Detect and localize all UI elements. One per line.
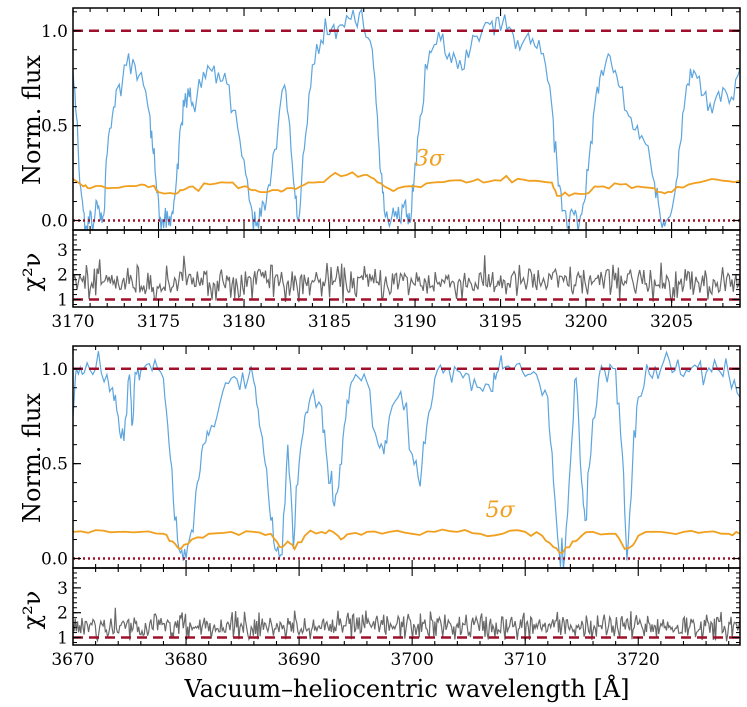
xtick-label: 3710 bbox=[504, 650, 547, 670]
ytick-label: 1.0 bbox=[41, 22, 68, 42]
xtick-label: 3170 bbox=[51, 312, 94, 332]
xtick-label: 3195 bbox=[479, 312, 522, 332]
ytick-label: 1 bbox=[57, 291, 68, 311]
series-flux-line bbox=[73, 8, 740, 230]
top-chi2-panel: 1 2 3 3170 3175 3180 3185 3190 3195 3200 3205 bbox=[51, 229, 741, 332]
ytick-label: 2 bbox=[57, 604, 68, 624]
sigma-annotation: 3σ bbox=[415, 146, 445, 171]
ytick-label: 0.0 bbox=[41, 212, 68, 232]
top-flux-ylabel: Norm. flux bbox=[18, 55, 46, 185]
top-chi2-ylabel: χ²ν bbox=[18, 253, 46, 292]
xtick-label: 3180 bbox=[222, 312, 265, 332]
axes-frame bbox=[72, 229, 741, 308]
xtick-label: 3175 bbox=[137, 312, 180, 332]
xtick-label: 3200 bbox=[564, 312, 607, 332]
xtick-label: 3670 bbox=[51, 650, 94, 670]
axes-frame bbox=[72, 7, 741, 231]
xtick-label: 3190 bbox=[393, 312, 436, 332]
ytick-label: 1.0 bbox=[41, 360, 68, 380]
xtick-label: 3680 bbox=[164, 650, 207, 670]
ytick-label: 3 bbox=[57, 579, 68, 599]
ytick-label: 0.0 bbox=[41, 550, 68, 570]
series-flux-line bbox=[73, 350, 740, 568]
series-3-line bbox=[73, 171, 740, 197]
plot-area bbox=[73, 607, 740, 643]
sigma-annotation: 5σ bbox=[486, 498, 516, 523]
top-flux-panel: 0.0 0.5 1.0 3σ bbox=[41, 7, 741, 232]
plot-area bbox=[73, 350, 740, 568]
axes-frame bbox=[72, 567, 741, 646]
xtick-label: 3185 bbox=[308, 312, 351, 332]
xtick-label: 3690 bbox=[277, 650, 320, 670]
xtick-label: 3205 bbox=[650, 312, 693, 332]
plot-area bbox=[73, 8, 740, 230]
ytick-label: 2 bbox=[57, 266, 68, 286]
bottom-chi2-panel: 1 2 3 3670 3680 3690 3700 3710 3720 bbox=[51, 567, 741, 670]
xtick-label: 3720 bbox=[617, 650, 660, 670]
series-chi2-line bbox=[73, 255, 740, 304]
ytick-label: 3 bbox=[57, 241, 68, 261]
ytick-label: 1 bbox=[57, 629, 68, 649]
bottom-flux-panel: 0.0 0.5 1.0 5σ bbox=[41, 345, 741, 570]
xtick-label: 3700 bbox=[391, 650, 434, 670]
plot-area bbox=[73, 255, 740, 304]
x-axis-label: Vacuum–heliocentric wavelength [Å] bbox=[183, 674, 629, 703]
ytick-label: 0.5 bbox=[41, 117, 68, 137]
ytick-label: 0.5 bbox=[41, 455, 68, 475]
bottom-flux-ylabel: Norm. flux bbox=[18, 393, 46, 523]
bottom-chi2-ylabel: χ²ν bbox=[18, 591, 46, 630]
series-chi2-line bbox=[73, 607, 740, 643]
series-5-line bbox=[73, 528, 740, 554]
